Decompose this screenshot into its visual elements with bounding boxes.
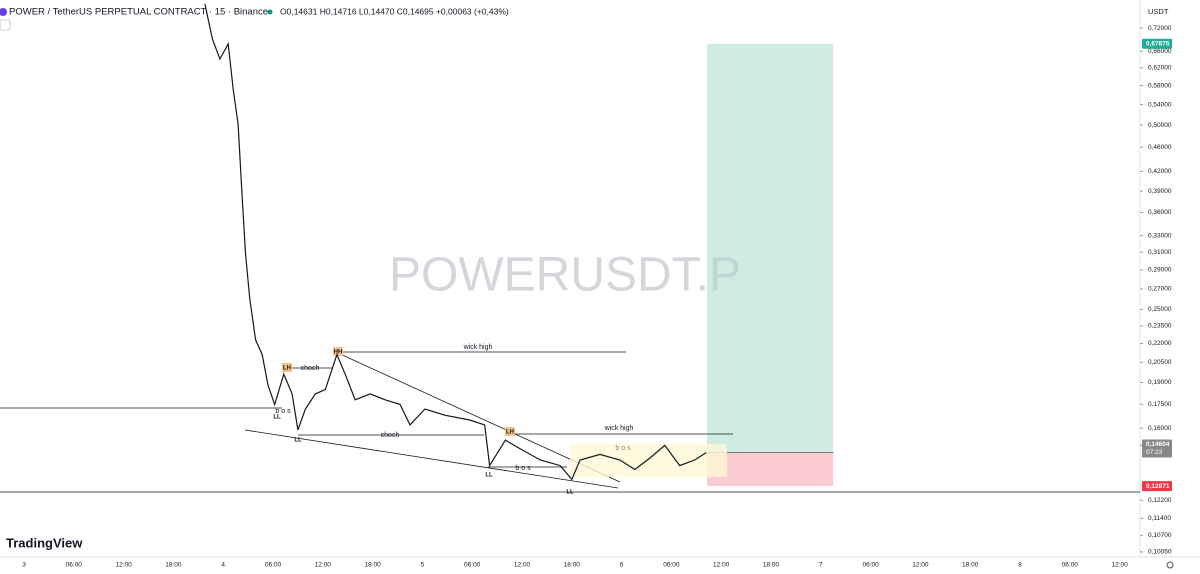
y-tick-label: 0,31000 — [1148, 249, 1172, 256]
price-badge-label: 0,67875 — [1146, 40, 1170, 47]
y-tick-label: 0,54000 — [1148, 101, 1172, 108]
y-tick-label: 0,23500 — [1148, 323, 1172, 330]
status-dot — [267, 9, 273, 15]
x-tick-label: 18:00 — [364, 562, 381, 569]
x-tick-label: 18:00 — [962, 562, 979, 569]
x-tick-label: 12:00 — [315, 562, 332, 569]
label: wick high — [463, 344, 493, 351]
x-tick-label: 06:00 — [862, 562, 879, 569]
y-tick-label: 0,20500 — [1148, 359, 1172, 366]
y-tick-label: 0,25000 — [1148, 306, 1172, 313]
x-tick-label: 7 — [819, 562, 823, 569]
y-tick-label: 0,58000 — [1148, 82, 1172, 89]
price-badge — [1142, 38, 1172, 49]
y-tick-label: 0,42000 — [1148, 168, 1172, 175]
label: choch — [301, 365, 320, 372]
label: LL — [273, 415, 281, 421]
y-tick-label: 0,19000 — [1148, 379, 1172, 386]
symbol-icon — [0, 8, 7, 16]
label: b o s — [615, 445, 631, 452]
tag-bg — [505, 427, 515, 436]
price-badge-label: 0,14604 — [1146, 441, 1170, 448]
price-badge — [1142, 439, 1172, 458]
x-tick-label: 6 — [620, 562, 624, 569]
x-tick-label: 12:00 — [514, 562, 531, 569]
label: LH — [283, 366, 291, 372]
x-tick-label: 8 — [1018, 562, 1022, 569]
settings-icon[interactable] — [1166, 561, 1174, 569]
y-tick-label: 0,22000 — [1148, 340, 1172, 347]
label: LH — [506, 430, 514, 436]
x-tick-label: 12:00 — [1111, 562, 1128, 569]
ohlc: O0,14631 H0,14716 L0,14470 C0,14695 +0,0… — [280, 6, 509, 16]
label: b o s — [515, 465, 531, 472]
collapse-button[interactable] — [0, 19, 11, 31]
y-tick-label: 0,46000 — [1148, 144, 1172, 151]
y-tick-label: 0,33000 — [1148, 232, 1172, 239]
y-tick-label: 0,66000 — [1148, 48, 1172, 55]
y-tick-label: 0,27000 — [1148, 286, 1172, 293]
label: LL — [566, 490, 574, 496]
tag-bg — [333, 347, 343, 356]
symbol-title[interactable]: POWER / TetherUS PERPETUAL CONTRACT · 15… — [9, 7, 268, 18]
x-tick-label: 12:00 — [912, 562, 929, 569]
y-tick-label: 0,29000 — [1148, 267, 1172, 274]
label: choch — [381, 432, 400, 439]
watermark: POWERUSDT.P — [389, 249, 741, 302]
x-tick-label: 5 — [421, 562, 425, 569]
x-tick-label: 4 — [221, 562, 225, 569]
label: LL — [294, 438, 302, 444]
price-badge-label: 0,12871 — [1146, 483, 1170, 490]
y-tick-label: 0,17500 — [1148, 401, 1172, 408]
x-tick-label: 06:00 — [265, 562, 282, 569]
y-tick-label: 0,62000 — [1148, 65, 1172, 72]
label: wick high — [604, 425, 634, 432]
x-tick-label: 06:00 — [464, 562, 481, 569]
y-tick-label: 0,36000 — [1148, 209, 1172, 216]
y-tick-label: 0,39000 — [1148, 188, 1172, 195]
price-axis-bg — [1140, 0, 1200, 557]
loss-zone — [707, 452, 834, 487]
x-tick-label: 3 — [22, 562, 26, 569]
price-badge — [1142, 481, 1172, 492]
label: b o s — [275, 408, 291, 415]
x-tick-label: 12:00 — [713, 562, 730, 569]
y-tick-label: 0,50000 — [1148, 122, 1172, 129]
currency[interactable]: USDT — [1148, 7, 1169, 16]
y-tick-label: 0,12200 — [1148, 497, 1172, 504]
x-tick-label: 06:00 — [663, 562, 680, 569]
logo: TradingView — [6, 535, 83, 550]
y-tick-label: 0,10050 — [1148, 549, 1172, 556]
x-tick-label: 06:00 — [66, 562, 83, 569]
y-tick-label: 0,10700 — [1148, 532, 1172, 539]
countdown: 07:23 — [1146, 449, 1163, 456]
x-tick-label: 12:00 — [115, 562, 132, 569]
profit-zone — [707, 43, 834, 453]
y-tick-label: 0,11400 — [1148, 515, 1171, 522]
label: HH — [334, 350, 343, 356]
x-tick-label: 06:00 — [1062, 562, 1079, 569]
trend-line — [244, 429, 619, 489]
tag-bg — [282, 363, 292, 372]
x-tick-label: 18:00 — [165, 562, 182, 569]
range-box — [570, 444, 727, 477]
label: LL — [485, 473, 493, 479]
y-tick-label: 0,16000 — [1148, 425, 1172, 432]
x-tick-label: 18:00 — [763, 562, 780, 569]
price-line — [204, 3, 707, 481]
y-tick-label: 0,72000 — [1148, 25, 1172, 32]
annotations: LH choch HH wick high b o s LL LL choch … — [0, 344, 1140, 496]
x-tick-label: 18:00 — [564, 562, 581, 569]
